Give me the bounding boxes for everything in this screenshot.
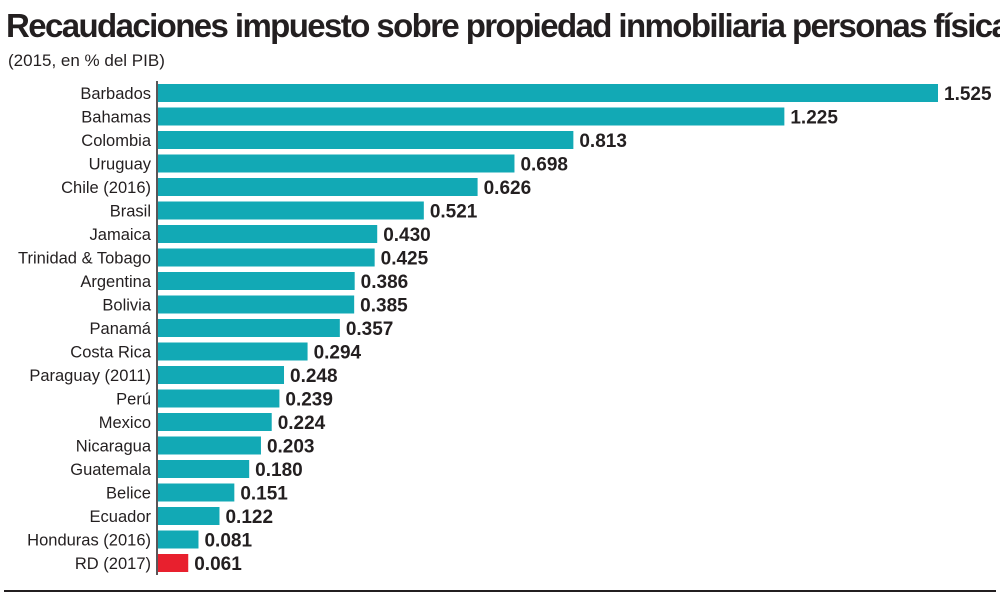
category-label: Trinidad & Tobago [18,250,151,268]
bar [158,460,250,478]
value-label: 0.386 [361,272,409,293]
bar [158,295,355,314]
category-label: Jamaica [90,226,152,244]
value-label: 1.225 [790,108,838,129]
value-label: 0.061 [194,554,242,575]
category-label: Argentina [80,273,151,291]
category-label: Bahamas [81,109,151,127]
category-label: Uruguay [89,156,152,174]
value-label: 0.521 [430,202,478,223]
bar [158,319,340,337]
value-label: 0.224 [278,413,326,434]
category-label: Chile (2016) [61,179,151,197]
category-label: Honduras (2016) [27,532,151,550]
bar [158,84,938,102]
category-label: Ecuador [90,508,152,526]
chart-title: Recaudaciones impuesto sobre propiedad i… [6,7,1000,44]
category-label: Mexico [99,414,151,432]
bar [158,107,785,126]
category-label: Guatemala [70,461,152,479]
value-label: 1.525 [944,84,992,105]
value-label: 0.425 [381,249,429,270]
category-label: RD (2017) [75,555,151,573]
bar [158,272,355,290]
bar [158,413,272,431]
bottom-rule [4,590,996,592]
bar [158,131,574,149]
bar [158,554,189,572]
category-label: Barbados [80,85,151,103]
value-label: 0.357 [346,319,394,340]
value-label: 0.626 [484,178,532,199]
value-label: 0.385 [360,296,408,317]
category-label: Nicaragua [76,438,152,456]
value-label: 0.430 [383,225,431,246]
category-label: Perú [116,391,151,409]
category-label: Belice [106,485,151,503]
value-label: 0.122 [225,507,273,528]
category-label: Panamá [90,320,152,338]
category-label: Costa Rica [70,344,152,362]
bar [158,507,220,525]
bar [158,342,308,361]
value-label: 0.294 [314,343,362,364]
value-label: 0.813 [579,131,627,152]
value-label: 0.203 [267,437,315,458]
bar [158,389,280,408]
bar [158,366,285,384]
bar [158,154,515,173]
value-label: 0.081 [204,531,252,552]
bar [158,248,375,267]
bar [158,225,378,243]
chart-subtitle: (2015, en % del PIB) [8,51,165,70]
value-label: 0.698 [520,155,568,176]
category-label: Colombia [81,132,152,150]
value-label: 0.239 [285,390,333,411]
value-label: 0.248 [290,366,338,387]
value-label: 0.151 [240,484,288,505]
bar [158,530,199,549]
category-label: Paraguay (2011) [29,367,151,385]
category-label: Brasil [110,203,151,221]
bar [158,178,478,196]
category-label: Bolivia [102,297,151,315]
bar [158,201,424,220]
bar [158,436,261,455]
value-label: 0.180 [255,460,303,481]
bar [158,483,235,502]
